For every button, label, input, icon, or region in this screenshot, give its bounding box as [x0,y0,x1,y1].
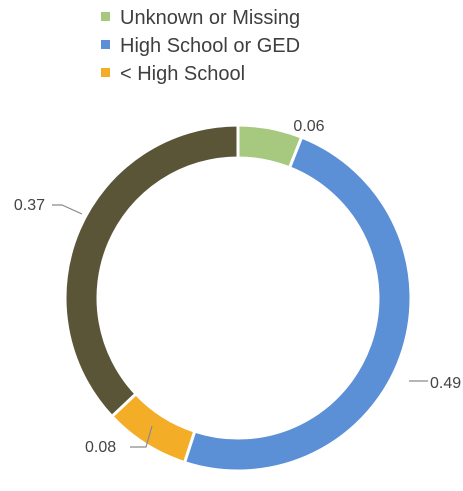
donut-slice-2 [182,135,413,473]
legend-item-less-than-high-school: < High School [101,63,245,85]
donut-slices [63,123,413,473]
data-label-2: 0.49 [430,375,461,392]
legend-label-less-than-high-school: < High School [120,63,245,85]
chart-legend: Unknown or Missing High School or GED < … [101,7,300,85]
legend-item-high-school-or-ged: High School or GED [101,35,300,57]
legend-label-unknown-or-missing: Unknown or Missing [120,7,300,29]
legend-label-high-school-or-ged: High School or GED [120,35,300,57]
legend-swatch-high-school-or-ged [101,40,110,49]
leader-line-4 [52,204,83,215]
donut-slice-4 [63,123,240,419]
data-label-3: 0.08 [85,439,116,456]
leader-line-3 [130,425,153,448]
donut-data-labels: 0.06 0.49 0.08 0.37 [14,118,461,456]
legend-item-unknown-or-missing: Unknown or Missing [101,7,300,29]
data-label-4: 0.37 [14,197,45,214]
data-label-1: 0.06 [293,118,324,135]
legend-swatch-unknown-or-missing [101,12,110,21]
legend-swatch-less-than-high-school [101,68,110,77]
